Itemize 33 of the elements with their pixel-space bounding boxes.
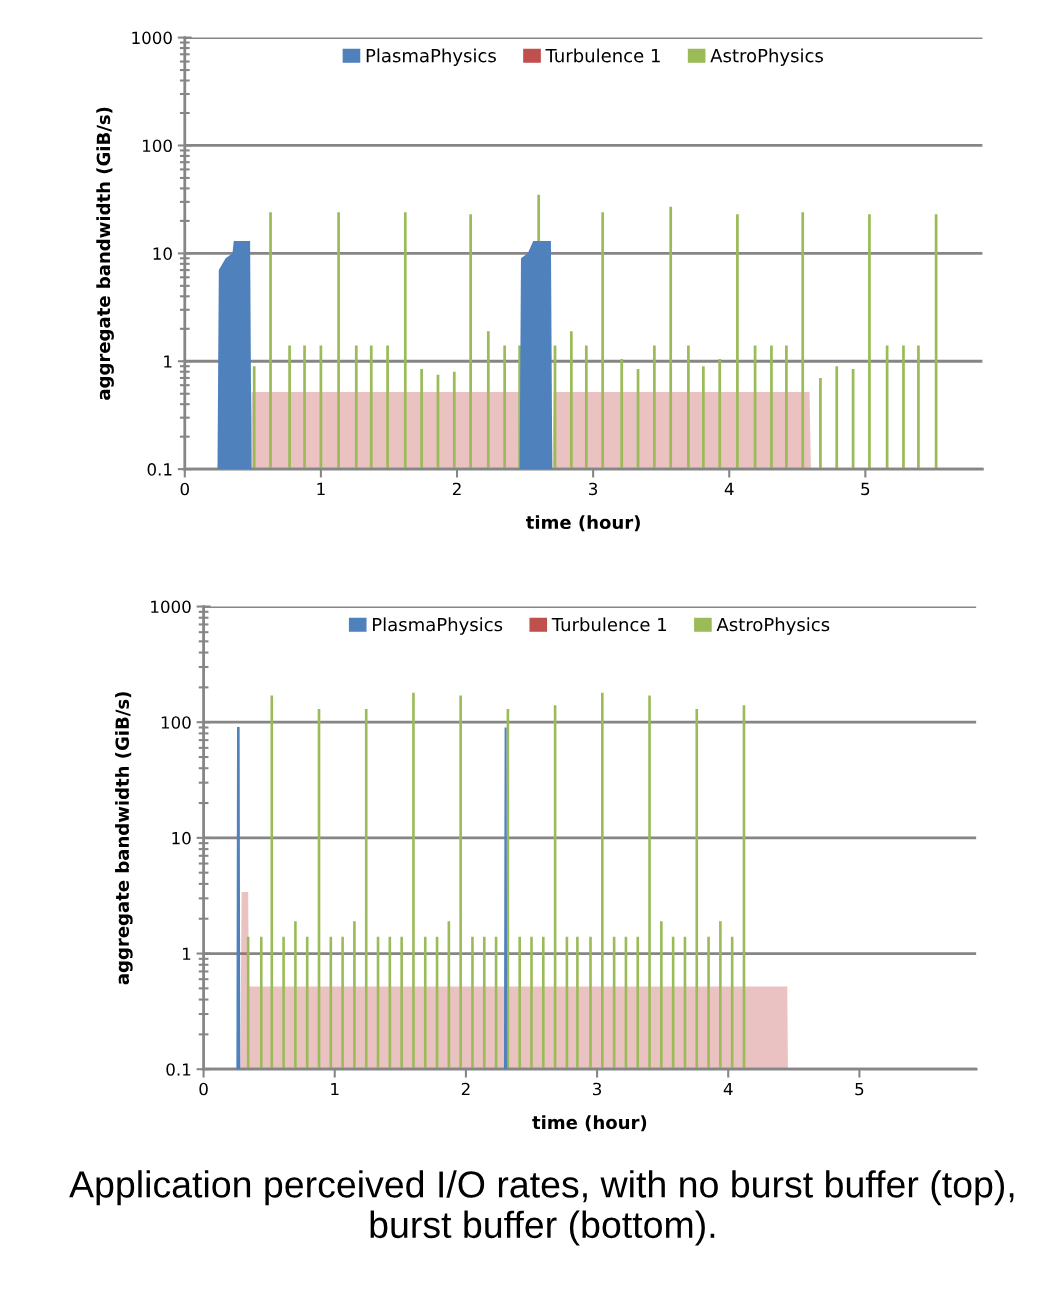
legend-label: AstroPhysics [710, 48, 823, 66]
x-tick-label: 4 [724, 482, 734, 496]
y-tick-label: 1 [164, 355, 172, 368]
x-tick-label: 1 [317, 482, 325, 496]
x-tick-label: 0 [199, 1082, 208, 1096]
y-tick-label: 0.1 [147, 463, 172, 476]
legend-label: Turbulence 1 [551, 617, 667, 632]
x-tick-label: 5 [861, 482, 870, 496]
y-tick-label: 10 [172, 831, 191, 845]
x-tick-label: 2 [452, 482, 461, 496]
x-axis-title: time (hour) [525, 515, 640, 532]
x-tick-label: 5 [855, 1082, 864, 1096]
y-tick-label: 10 [153, 247, 172, 260]
y-tick-label: 1000 [132, 31, 172, 45]
x-tick-label: 0 [180, 482, 189, 496]
x-tick-label: 4 [723, 1082, 733, 1096]
y-tick-label: 1 [183, 947, 191, 960]
y-tick-label: 100 [161, 716, 191, 729]
legend-label: PlasmaPhysics [373, 617, 503, 635]
y-tick-label: 0.1 [166, 1063, 191, 1076]
x-tick-label: 2 [461, 1082, 470, 1096]
y-tick-label: 100 [143, 139, 172, 153]
y-axis-title: aggregate bandwidth (GiB/s) [96, 107, 114, 400]
x-tick-label: 1 [331, 1082, 339, 1096]
x-axis-title: time (hour) [532, 1115, 647, 1132]
y-axis-title: aggregate bandwidth (GiB/s) [115, 692, 133, 985]
legend-label: Turbulence 1 [545, 48, 660, 63]
x-tick-label: 3 [593, 1082, 602, 1096]
legend-label: AstroPhysics [716, 617, 830, 635]
y-tick-label: 1000 [151, 600, 191, 614]
legend-label: PlasmaPhysics [366, 48, 496, 66]
x-tick-label: 3 [589, 482, 598, 496]
text: Application perceived I/O rates, with no burst buffer (top), burst buffer (bottom). [69, 1170, 1014, 1246]
